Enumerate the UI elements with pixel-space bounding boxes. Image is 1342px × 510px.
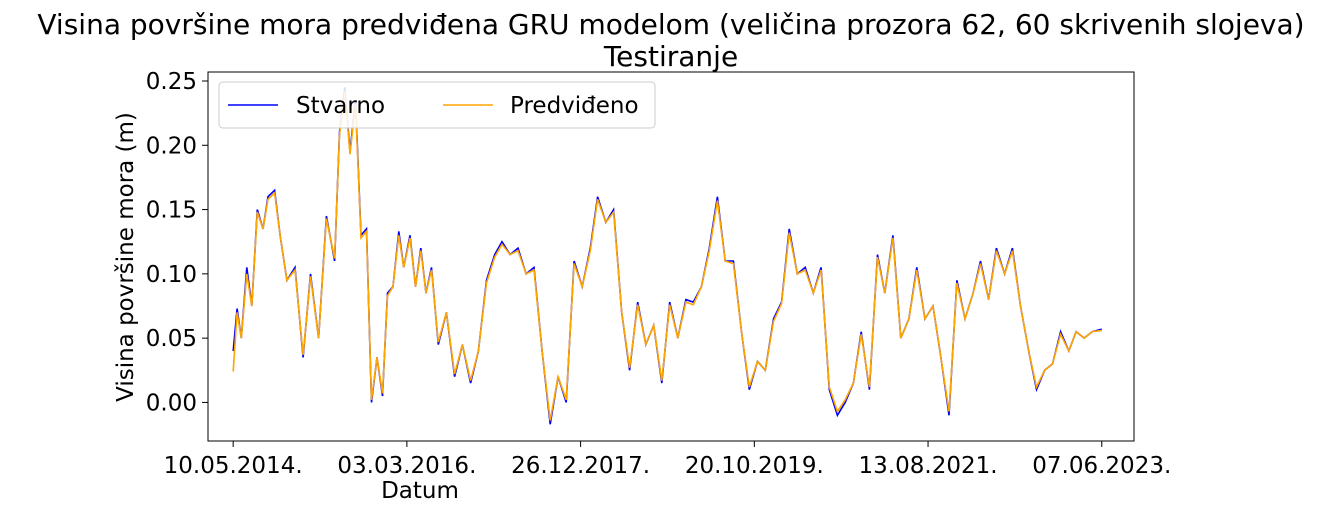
x-tick-label: 20.10.2019. [685,453,824,479]
y-tick-label: 0.00 [146,390,197,416]
x-tick-label: 26.12.2017. [511,453,650,479]
x-axis-label: Datum [381,478,459,504]
x-tick-label: 10.05.2014. [164,453,303,479]
plot-area [207,71,1135,442]
chart-subtitle: Testiranje [603,40,738,73]
y-tick-label: 0.05 [146,326,197,352]
x-tick-label: 13.08.2021. [859,453,998,479]
chart-title: Visina površine mora predviđena GRU mode… [37,8,1304,41]
y-tick-label: 0.15 [146,198,197,224]
y-tick-label: 0.10 [146,262,197,288]
y-axis-label: Visina površine mora (m) [113,112,139,402]
x-tick-label: 03.03.2016. [337,453,476,479]
legend-label-predvideno: Predviđeno [510,93,639,119]
legend-box [218,81,656,129]
y-tick-label: 0.20 [146,133,197,159]
y-axis: 0.00 0.05 0.10 0.15 0.20 0.25 [146,69,208,416]
x-tick-label: 07.06.2023. [1032,453,1171,479]
legend-label-stvarno: Stvarno [296,93,385,119]
legend: Stvarno Predviđeno [218,81,656,129]
y-tick-label: 0.25 [146,69,197,95]
x-axis: 10.05.2014. 03.03.2016. 26.12.2017. 20.10.2… [164,441,1171,479]
